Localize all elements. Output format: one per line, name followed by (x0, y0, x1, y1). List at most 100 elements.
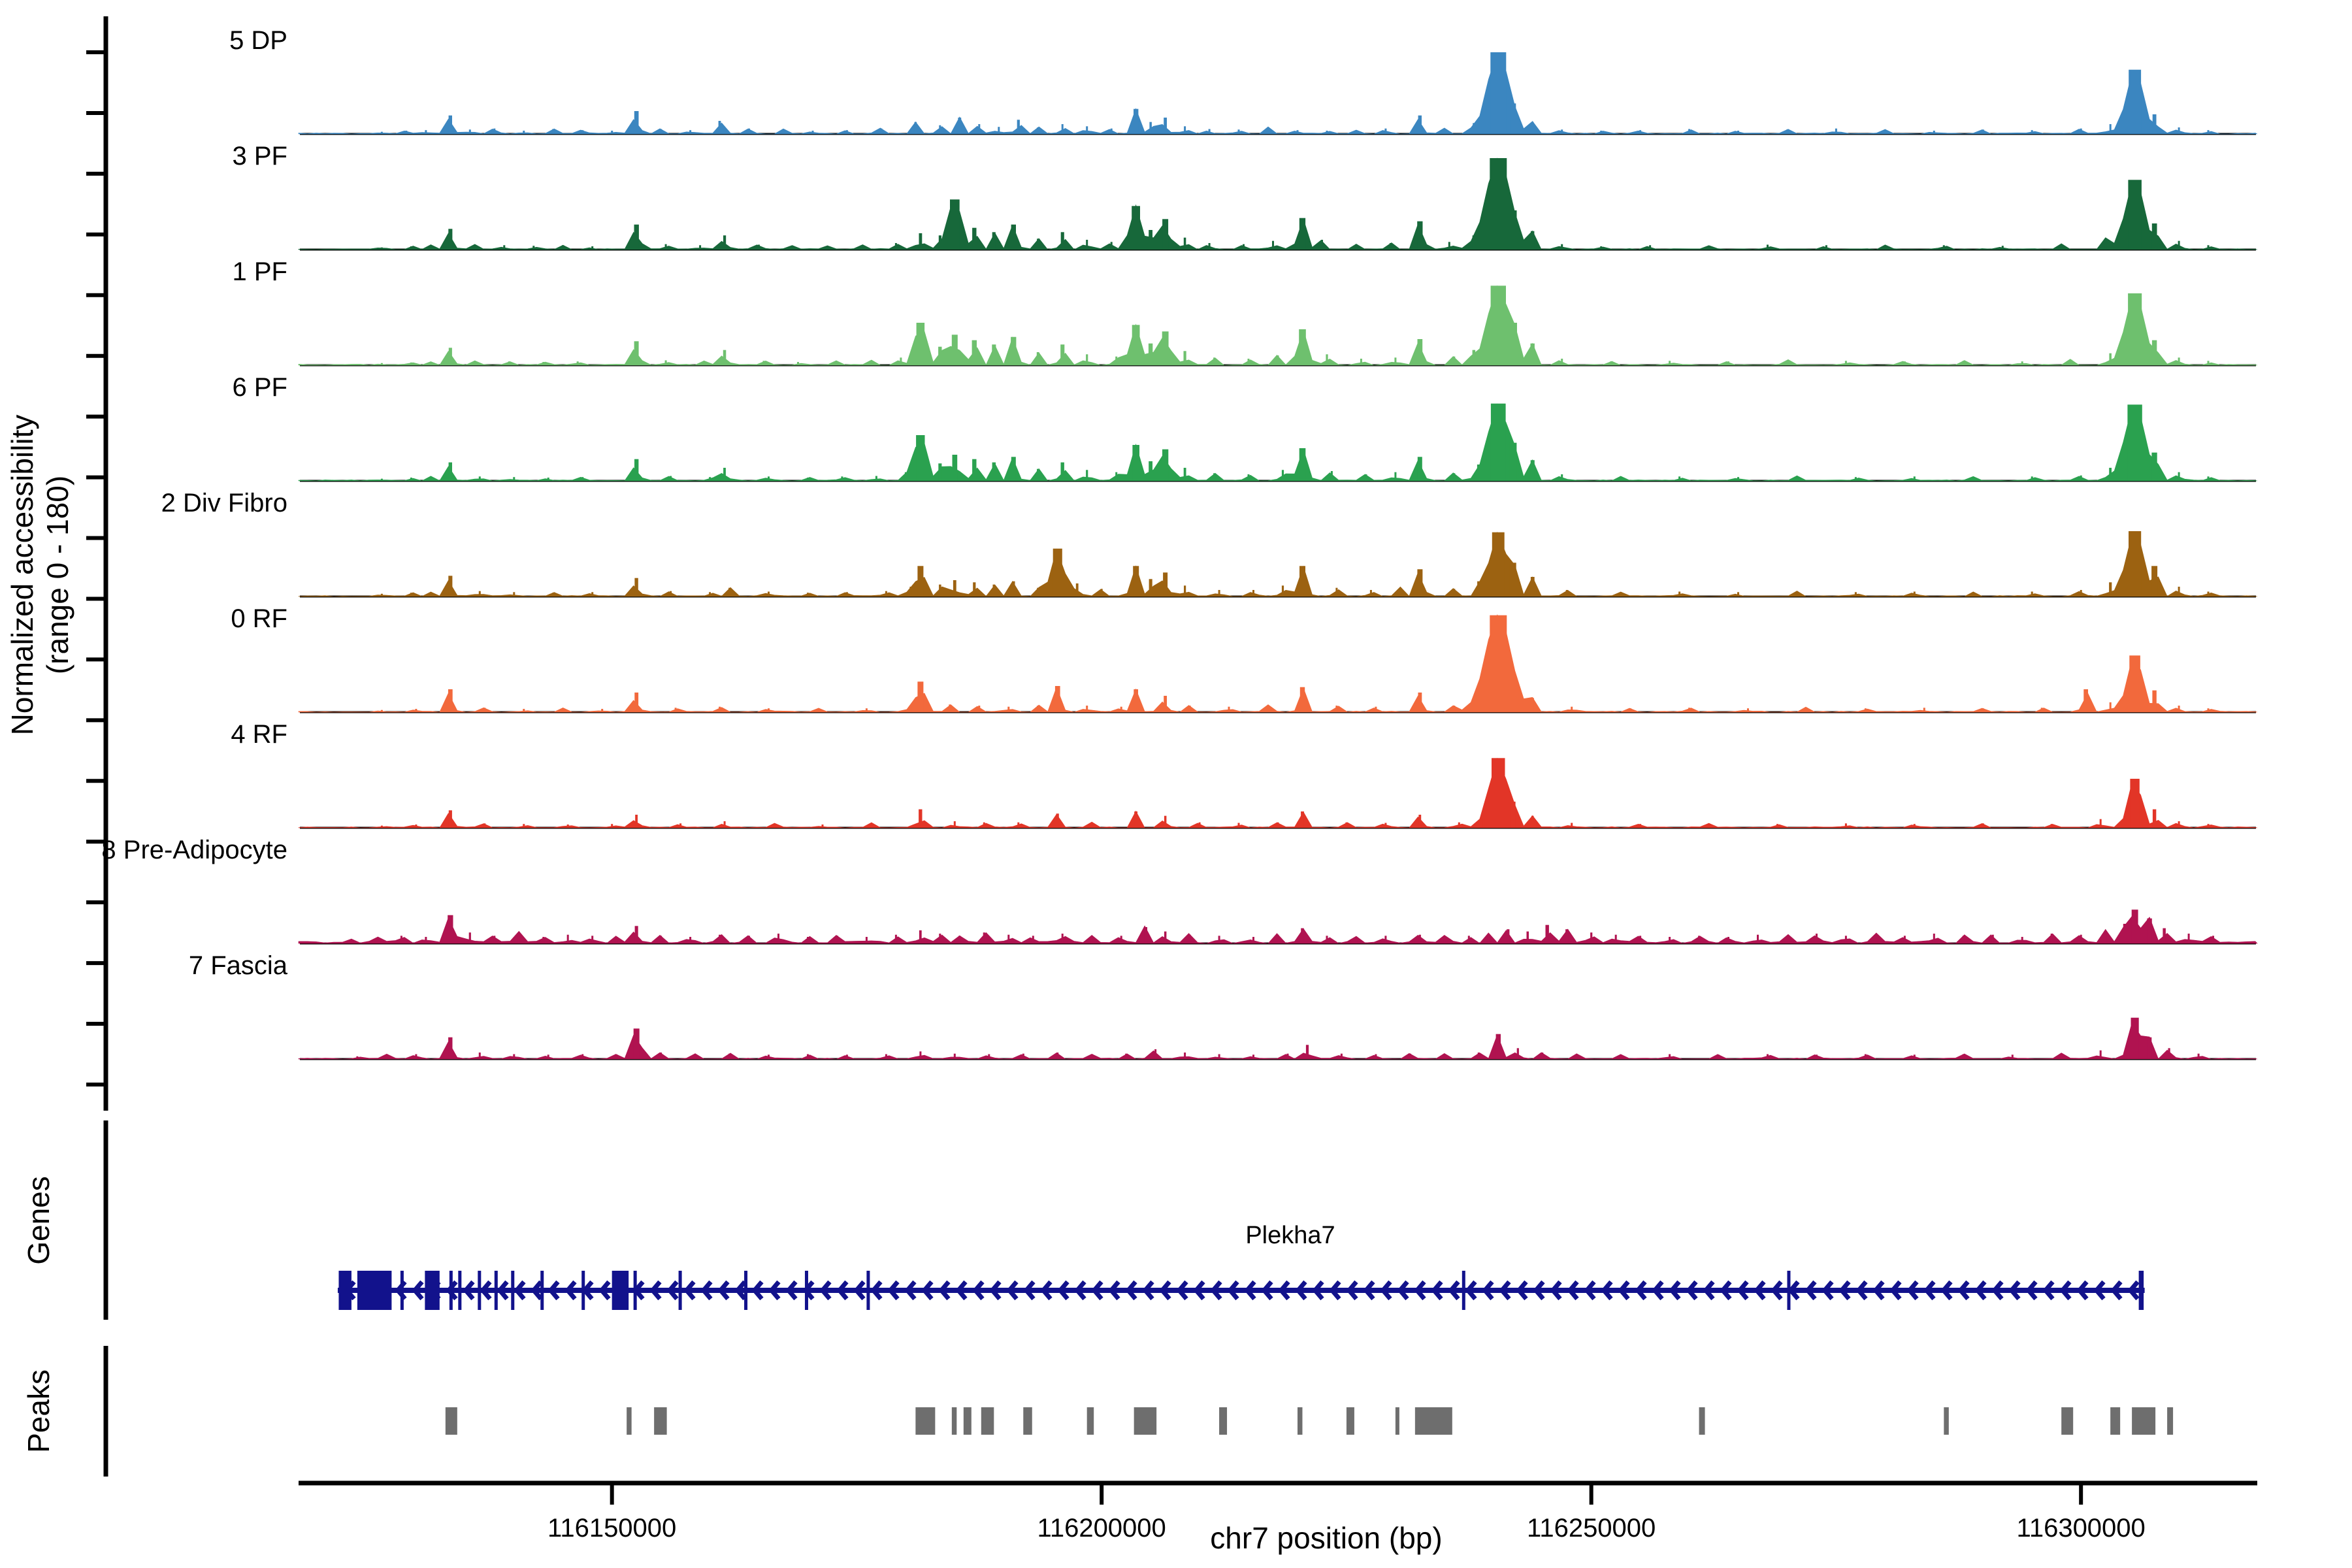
coverage-peak (2212, 936, 2214, 943)
coverage-peak (2147, 1037, 2152, 1059)
coverage-peak (634, 111, 639, 134)
coverage-peak (2031, 130, 2033, 134)
gene-strand-arrow-left (1974, 1280, 1987, 1301)
coverage-track-5-dp[interactable] (298, 52, 2258, 135)
coverage-peak (1188, 934, 1191, 943)
coverage-peak (2207, 708, 2210, 712)
coverage-peak (983, 932, 985, 943)
coverage-peak (1531, 698, 1534, 712)
coverage-peak (1022, 1053, 1024, 1059)
gene-exon[interactable] (478, 1271, 482, 1310)
gene-exon[interactable] (633, 1271, 637, 1310)
coverage-track-3-pf[interactable] (298, 157, 2258, 250)
coverage-peak (1061, 124, 1064, 134)
gene-exon[interactable] (1787, 1271, 1791, 1310)
peak-region[interactable] (1219, 1407, 1228, 1435)
peak-region[interactable] (1699, 1407, 1705, 1435)
coverage-peak (448, 115, 452, 134)
gene-exon[interactable] (804, 1271, 808, 1310)
coverage-peak (836, 936, 838, 943)
coverage-peak (1213, 473, 1216, 481)
coverage-peak (2109, 582, 2112, 596)
peak-region[interactable] (1086, 1407, 1094, 1435)
coverage-peak (953, 580, 956, 596)
gene-exon[interactable] (744, 1271, 748, 1310)
gene-strand-arrow-left (1023, 1280, 1036, 1301)
gene-exon[interactable] (511, 1271, 515, 1310)
coverage-track-7-fascia[interactable] (298, 1022, 2258, 1060)
gene-exon[interactable] (425, 1271, 440, 1310)
gene-exon[interactable] (540, 1271, 544, 1310)
peak-region[interactable] (2132, 1407, 2156, 1435)
coverage-peak (2207, 245, 2210, 250)
gene-strand-arrow-left (1855, 1280, 1868, 1301)
gene-strand-arrow-left (717, 1280, 730, 1301)
gene-strand-arrow-left (1227, 1280, 1239, 1301)
coverage-peak (566, 825, 569, 828)
gene-exon[interactable] (612, 1271, 629, 1310)
peak-region[interactable] (1944, 1407, 1949, 1435)
gene-strand-arrow-left (480, 1280, 492, 1301)
gene-exon[interactable] (400, 1271, 404, 1310)
peaks-track[interactable] (445, 1407, 2174, 1435)
coverage-peak (1417, 339, 1423, 365)
gene-exon[interactable] (458, 1271, 462, 1310)
coverage-peak (2178, 357, 2180, 365)
gene-strand-arrow-left (972, 1280, 985, 1301)
coverage-peak (694, 1054, 696, 1059)
peak-region[interactable] (654, 1407, 667, 1435)
coverage-track-1-pf[interactable] (298, 285, 2258, 366)
coverage-peak (1982, 708, 1984, 712)
peak-region[interactable] (627, 1407, 632, 1435)
peak-region[interactable] (2167, 1407, 2174, 1435)
peak-region[interactable] (1395, 1407, 1399, 1435)
peak-region[interactable] (1414, 1407, 1452, 1435)
gene-exon[interactable] (449, 1271, 453, 1310)
peak-region[interactable] (1297, 1407, 1303, 1435)
gene-strand-arrow-left (1533, 1280, 1545, 1301)
coverage-peak (1678, 591, 1681, 596)
coverage-peak (723, 468, 726, 481)
peak-region[interactable] (2061, 1407, 2074, 1435)
coverage-peak (2207, 591, 2210, 596)
peak-region[interactable] (951, 1407, 957, 1435)
gene-exon[interactable] (678, 1271, 682, 1310)
peak-region[interactable] (981, 1407, 994, 1435)
gene-exon[interactable] (494, 1271, 498, 1310)
gene-strand-arrow-left (1652, 1280, 1664, 1301)
peak-region[interactable] (1134, 1407, 1157, 1435)
coverage-peak (1164, 118, 1167, 134)
coverage-peak (1620, 1054, 1622, 1059)
gene-strand-arrow-left (1669, 1280, 1681, 1301)
coverage-peak (513, 592, 515, 596)
coverage-track-6-pf[interactable] (298, 403, 2258, 482)
coverage-track-4-rf[interactable] (298, 757, 2258, 828)
coverage-peak (664, 244, 667, 250)
coverage-peak (2104, 238, 2107, 250)
peak-region[interactable] (2110, 1407, 2121, 1435)
peak-region[interactable] (963, 1407, 972, 1435)
gene-strand-arrow-left (1142, 1280, 1154, 1301)
gene-exon[interactable] (338, 1271, 351, 1310)
coverage-peak (797, 362, 799, 365)
gene-exon[interactable] (357, 1271, 392, 1310)
gene-exon[interactable] (581, 1271, 585, 1310)
coverage-peak (1942, 245, 1945, 250)
track-label-8-pre-adipocyte: 8 Pre-Adipocyte (101, 836, 287, 864)
coverage-peak (2168, 1048, 2170, 1059)
coverage-peak (1796, 591, 1798, 596)
gene-strand-arrow-left (547, 1280, 560, 1301)
gene-exon[interactable] (2138, 1271, 2144, 1310)
coverage-track-0-rf[interactable] (298, 614, 2258, 713)
gene-model-track[interactable] (337, 1271, 2145, 1310)
coverage-track-2-div-fibro[interactable] (298, 531, 2258, 597)
coverage-peak (2129, 531, 2142, 596)
coverage-peak (1854, 477, 1857, 481)
peak-region[interactable] (1023, 1407, 1032, 1435)
gene-exon[interactable] (866, 1271, 870, 1310)
coverage-peak (2083, 689, 2088, 712)
peak-region[interactable] (1346, 1407, 1354, 1435)
gene-exon[interactable] (1462, 1271, 1465, 1310)
peak-region[interactable] (915, 1407, 936, 1435)
peak-region[interactable] (445, 1407, 457, 1435)
